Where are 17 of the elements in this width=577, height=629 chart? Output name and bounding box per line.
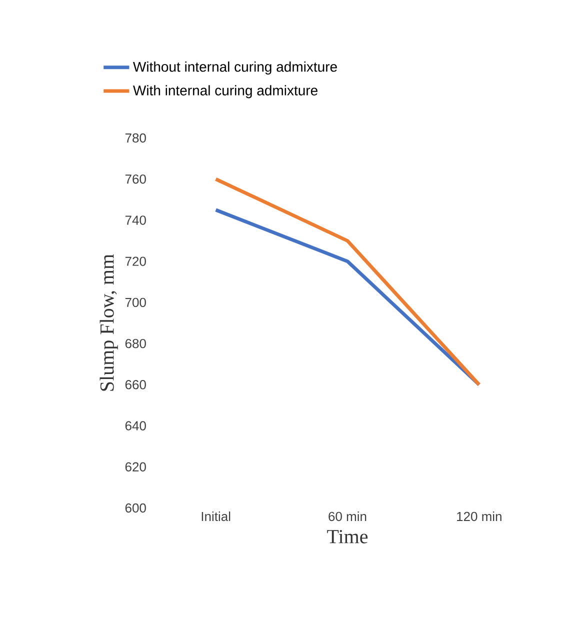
y-tick-label: 700	[125, 298, 146, 308]
x-tick-label: 120 min	[457, 512, 502, 522]
y-tick-label: 720	[125, 256, 146, 266]
y-tick-label: 640	[125, 421, 146, 430]
x-tick-label: 60 min	[328, 512, 366, 522]
y-tick-label: 780	[125, 133, 146, 143]
y-tick-label: 660	[125, 380, 146, 390]
y-tick-label: 760	[125, 174, 146, 184]
y-tick-label: 740	[125, 216, 146, 225]
y-tick-label: 600	[125, 503, 146, 513]
y-tick-label: 620	[125, 462, 146, 472]
legend-label: With internal curing admixture	[133, 85, 318, 98]
x-axis-title: Time	[327, 530, 368, 544]
y-axis-title: Slump Flow, mm	[100, 254, 118, 391]
x-tick-label: Initial	[202, 512, 230, 522]
legend-label: Without internal curing admixture	[133, 62, 337, 75]
y-tick-label: 680	[125, 338, 146, 348]
